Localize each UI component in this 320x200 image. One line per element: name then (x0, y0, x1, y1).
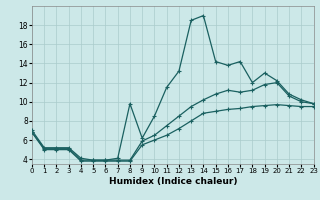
X-axis label: Humidex (Indice chaleur): Humidex (Indice chaleur) (108, 177, 237, 186)
